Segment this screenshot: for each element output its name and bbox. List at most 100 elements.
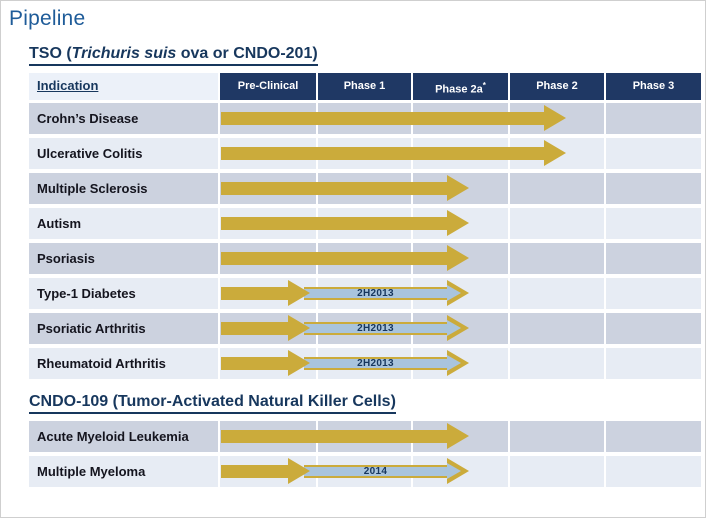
- column-divider-line: [218, 208, 220, 239]
- phase-header-label: Phase 1: [343, 80, 386, 92]
- heading-text: TSO (: [29, 45, 72, 62]
- progress-arrowhead-icon: [544, 105, 566, 131]
- indication-header-label: Indication: [37, 78, 99, 93]
- page-title: Pipeline: [9, 7, 86, 30]
- column-divider-line: [218, 278, 220, 309]
- progress-arrow-shaft: [221, 217, 447, 230]
- column-divider-line: [508, 208, 510, 239]
- indication-label-cell: Acute Myeloid Leukemia: [29, 421, 218, 452]
- indication-label-cell: Psoriatic Arthritis: [29, 313, 218, 344]
- arrow-timing-label: 2014: [363, 466, 388, 477]
- planned-arrow-shaft: [304, 357, 447, 370]
- completed-arrow-shaft: [221, 322, 288, 335]
- pipeline-section: TSO (Trichuris suis ova or CNDO-201) Indi…: [29, 45, 701, 379]
- indication-header-cell: Indication: [29, 73, 218, 100]
- planned-arrow-shaft: [304, 465, 447, 478]
- completed-arrowhead-icon: [288, 350, 310, 376]
- section-heading: TSO (Trichuris suis ova or CNDO-201): [29, 45, 701, 66]
- phase-header-label: Pre-Clinical: [237, 80, 299, 92]
- column-divider-line: [218, 313, 220, 344]
- heading-italic-text: Trichuris suis: [71, 45, 177, 62]
- indication-label-cell: Type-1 Diabetes: [29, 278, 218, 309]
- column-divider-line: [604, 421, 606, 452]
- phase-header-cell: Phase 3: [604, 73, 701, 100]
- completed-arrow-shaft: [221, 465, 288, 478]
- indication-label: Crohn’s Disease: [37, 111, 139, 126]
- indication-label: Multiple Myeloma: [37, 464, 146, 479]
- completed-arrow-shaft: [221, 287, 288, 300]
- phase-header-cell: Phase 2a*: [411, 73, 508, 100]
- timeline-cell: 2H2013: [218, 348, 701, 379]
- phase-header-label: Phase 2a: [435, 83, 483, 96]
- timeline-cell: [218, 138, 701, 169]
- column-divider-line: [604, 278, 606, 309]
- timeline-cell: 2H2013: [218, 278, 701, 309]
- progress-arrowhead-icon: [447, 175, 469, 201]
- timeline-cell: [218, 103, 701, 134]
- column-divider-line: [218, 243, 220, 274]
- heading-text: CNDO-109 (Tumor-Activated Natural Killer…: [29, 393, 396, 410]
- timeline-cell: [218, 173, 701, 204]
- timeline-cell: 2014: [218, 456, 701, 487]
- section-heading-text: CNDO-109 (Tumor-Activated Natural Killer…: [29, 393, 396, 414]
- phase-header-row: Indication Pre-Clinical Phase 1 Phase 2a* Ph…: [29, 73, 701, 100]
- progress-arrowhead-icon: [447, 245, 469, 271]
- timeline-cell: [218, 208, 701, 239]
- progress-arrow-shaft: [221, 112, 544, 125]
- column-divider-line: [218, 348, 220, 379]
- timeline-cell: [218, 243, 701, 274]
- phase-header-label: Phase 3: [632, 80, 675, 92]
- pipeline-row: Psoriasis: [29, 243, 701, 274]
- progress-arrow-shaft: [221, 182, 447, 195]
- column-divider-line: [218, 138, 220, 169]
- progress-arrow-shaft: [221, 252, 447, 265]
- indication-label-cell: Ulcerative Colitis: [29, 138, 218, 169]
- planned-arrowhead-fill-icon: [447, 463, 461, 479]
- pipeline-row: Crohn’s Disease: [29, 103, 701, 134]
- indication-label-cell: Multiple Myeloma: [29, 456, 218, 487]
- timeline-cell: [218, 421, 701, 452]
- planned-arrowhead-fill-icon: [447, 320, 461, 336]
- pipeline-row: Acute Myeloid Leukemia: [29, 421, 701, 452]
- phase-header-cell: Phase 2: [508, 73, 604, 100]
- pipeline-row: Ulcerative Colitis: [29, 138, 701, 169]
- pipeline-row: Psoriatic Arthritis 2H2013: [29, 313, 701, 344]
- column-divider-line: [508, 243, 510, 274]
- pipeline-sections: TSO (Trichuris suis ova or CNDO-201) Indi…: [1, 45, 705, 487]
- planned-arrow-shaft: [304, 322, 447, 335]
- indication-label: Ulcerative Colitis: [37, 146, 143, 161]
- completed-arrow-shaft: [221, 357, 288, 370]
- planned-arrowhead-fill-icon: [447, 285, 461, 301]
- completed-arrowhead-icon: [288, 280, 310, 306]
- arrow-timing-label: 2H2013: [357, 323, 394, 334]
- indication-label-cell: Crohn’s Disease: [29, 103, 218, 134]
- column-divider-line: [604, 103, 606, 134]
- asterisk-footnote-marker: *: [482, 81, 486, 90]
- column-divider-line: [604, 348, 606, 379]
- indication-label: Rheumatoid Arthritis: [37, 356, 166, 371]
- indication-label: Multiple Sclerosis: [37, 181, 148, 196]
- column-divider-line: [508, 348, 510, 379]
- column-divider-line: [604, 208, 606, 239]
- pipeline-row: Type-1 Diabetes 2H2013: [29, 278, 701, 309]
- column-divider-line: [604, 243, 606, 274]
- column-divider-line: [508, 456, 510, 487]
- progress-arrowhead-icon: [447, 423, 469, 449]
- column-divider-line: [508, 173, 510, 204]
- arrow-timing-label: 2H2013: [357, 358, 394, 369]
- pipeline-row: Rheumatoid Arthritis 2H2013: [29, 348, 701, 379]
- timeline-cell: 2H2013: [218, 313, 701, 344]
- indication-label: Psoriasis: [37, 251, 95, 266]
- progress-arrow-shaft: [221, 430, 447, 443]
- phase-header-cell: Phase 1: [316, 73, 411, 100]
- phase-header-cell: Pre-Clinical: [218, 73, 316, 100]
- column-divider-line: [604, 313, 606, 344]
- pipeline-section: CNDO-109 (Tumor-Activated Natural Killer…: [29, 393, 701, 487]
- pipeline-row: Autism: [29, 208, 701, 239]
- column-divider-line: [218, 456, 220, 487]
- column-divider-line: [508, 313, 510, 344]
- phase-header-label: Phase 2: [536, 80, 578, 92]
- indication-label-cell: Psoriasis: [29, 243, 218, 274]
- indication-label: Type-1 Diabetes: [37, 286, 136, 301]
